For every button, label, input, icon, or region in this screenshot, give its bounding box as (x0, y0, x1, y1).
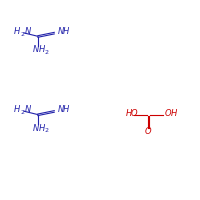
Text: N: N (33, 45, 39, 54)
Text: 2: 2 (21, 32, 25, 37)
Text: H: H (14, 27, 20, 36)
Text: H: H (63, 27, 69, 36)
Text: N: N (24, 27, 31, 36)
Text: H: H (125, 109, 132, 118)
Text: H: H (14, 105, 20, 114)
Text: H: H (63, 105, 69, 114)
Text: 2: 2 (45, 50, 49, 55)
Text: N: N (33, 124, 39, 133)
Text: H: H (170, 109, 177, 118)
Text: 2: 2 (45, 128, 49, 133)
Text: H: H (38, 45, 45, 54)
Text: N: N (57, 105, 64, 114)
Text: N: N (57, 27, 64, 36)
Text: O: O (165, 109, 171, 118)
Text: O: O (145, 127, 152, 136)
Text: H: H (38, 124, 45, 133)
Text: O: O (131, 109, 137, 118)
Text: N: N (24, 105, 31, 114)
Text: 2: 2 (21, 110, 25, 115)
